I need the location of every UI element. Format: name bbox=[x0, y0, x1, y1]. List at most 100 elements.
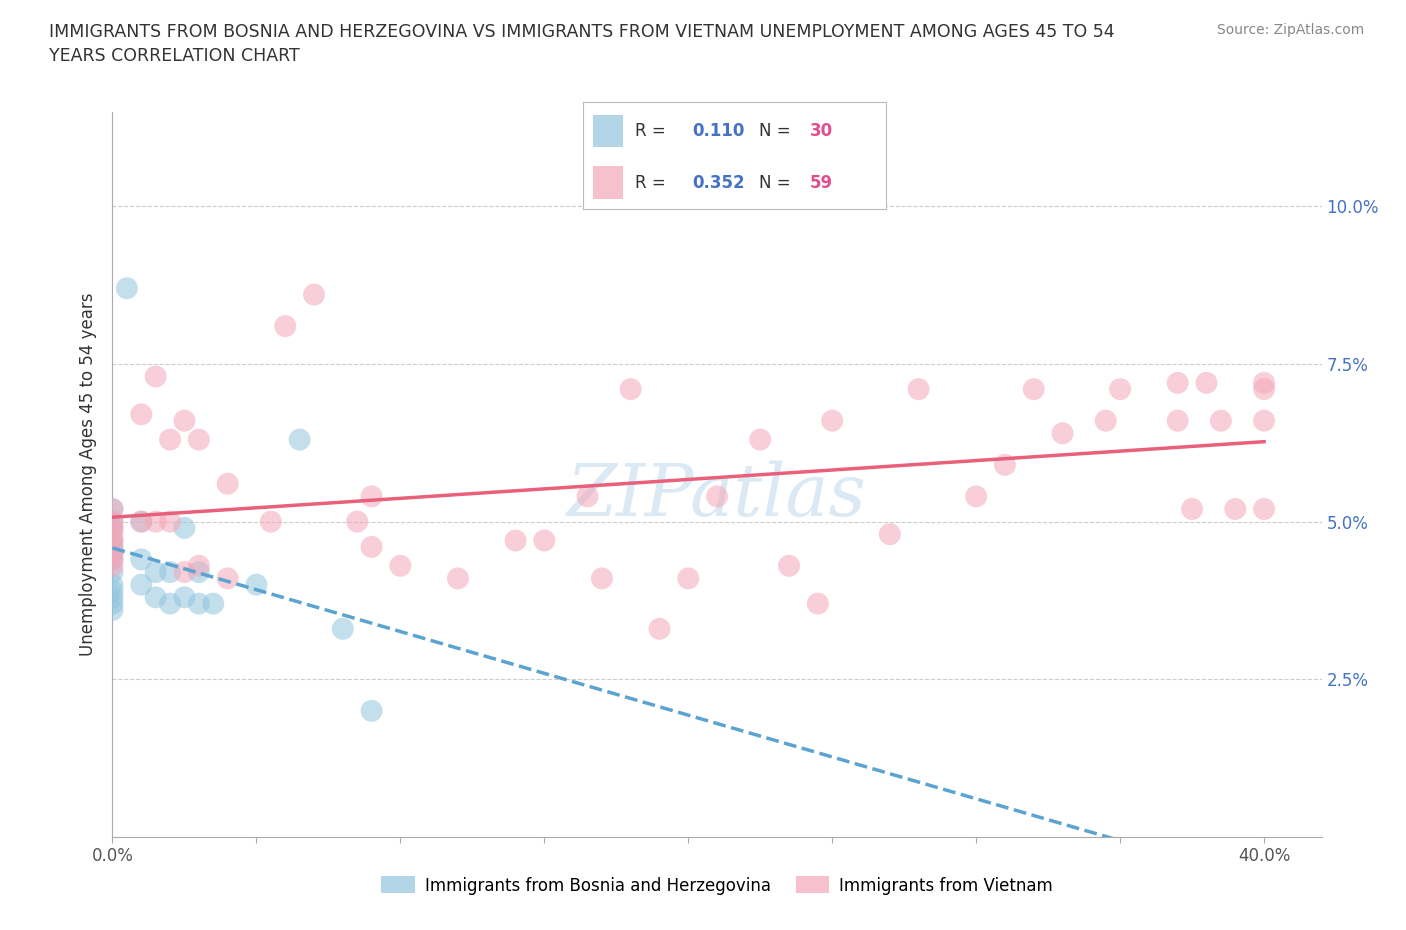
Point bbox=[129, 514, 152, 529]
Point bbox=[821, 413, 844, 428]
Point bbox=[159, 432, 181, 447]
Point bbox=[101, 501, 124, 516]
Text: R =: R = bbox=[636, 174, 665, 192]
Point bbox=[101, 596, 124, 611]
Point bbox=[173, 565, 195, 579]
Point bbox=[1253, 413, 1275, 428]
Point bbox=[1225, 501, 1247, 516]
Point bbox=[1094, 413, 1116, 428]
Point bbox=[1167, 376, 1189, 391]
Text: N =: N = bbox=[759, 174, 790, 192]
Point bbox=[505, 533, 527, 548]
Point bbox=[217, 476, 239, 491]
Point bbox=[101, 583, 124, 598]
Point bbox=[129, 514, 152, 529]
Point bbox=[389, 558, 412, 573]
Point bbox=[217, 571, 239, 586]
Point bbox=[1167, 413, 1189, 428]
Point bbox=[576, 489, 599, 504]
Point bbox=[260, 514, 283, 529]
Text: R =: R = bbox=[636, 122, 665, 140]
Point bbox=[533, 533, 555, 548]
Point bbox=[101, 603, 124, 618]
Point bbox=[332, 621, 354, 636]
Point bbox=[1181, 501, 1204, 516]
Point bbox=[101, 558, 124, 573]
Point bbox=[994, 458, 1017, 472]
Point bbox=[101, 539, 124, 554]
Point bbox=[145, 565, 167, 579]
Text: 59: 59 bbox=[810, 174, 834, 192]
Point bbox=[159, 596, 181, 611]
Point bbox=[145, 514, 167, 529]
Point bbox=[1209, 413, 1232, 428]
Point bbox=[101, 514, 124, 529]
Point bbox=[129, 578, 152, 592]
Point bbox=[187, 565, 209, 579]
Point bbox=[360, 539, 382, 554]
Point bbox=[447, 571, 470, 586]
Point bbox=[101, 533, 124, 548]
Point bbox=[202, 596, 225, 611]
Point bbox=[101, 521, 124, 536]
Point bbox=[1109, 381, 1132, 396]
Point bbox=[173, 590, 195, 604]
Point bbox=[173, 521, 195, 536]
Point bbox=[1253, 501, 1275, 516]
Point bbox=[1195, 376, 1218, 391]
Point bbox=[1253, 376, 1275, 391]
Point bbox=[101, 501, 124, 516]
Point bbox=[346, 514, 368, 529]
Point bbox=[101, 565, 124, 579]
Point bbox=[101, 533, 124, 548]
Point bbox=[187, 432, 209, 447]
Point bbox=[101, 526, 124, 541]
Text: 0.110: 0.110 bbox=[692, 122, 745, 140]
Point bbox=[360, 703, 382, 718]
Point bbox=[173, 413, 195, 428]
Point bbox=[187, 558, 209, 573]
Point bbox=[678, 571, 700, 586]
Point bbox=[620, 381, 643, 396]
Text: N =: N = bbox=[759, 122, 790, 140]
Point bbox=[145, 369, 167, 384]
Point bbox=[1052, 426, 1074, 441]
Point bbox=[274, 319, 297, 334]
Point bbox=[115, 281, 138, 296]
Text: 0.352: 0.352 bbox=[692, 174, 745, 192]
Point bbox=[749, 432, 772, 447]
Point bbox=[101, 539, 124, 554]
Bar bbox=[592, 115, 623, 147]
Point bbox=[101, 546, 124, 561]
Point bbox=[648, 621, 671, 636]
Text: Source: ZipAtlas.com: Source: ZipAtlas.com bbox=[1216, 23, 1364, 37]
Point bbox=[591, 571, 613, 586]
Point bbox=[778, 558, 800, 573]
Point bbox=[101, 552, 124, 567]
Point bbox=[187, 596, 209, 611]
Point bbox=[101, 546, 124, 561]
Point bbox=[879, 526, 901, 541]
Point bbox=[101, 514, 124, 529]
Point bbox=[706, 489, 728, 504]
Y-axis label: Unemployment Among Ages 45 to 54 years: Unemployment Among Ages 45 to 54 years bbox=[79, 293, 97, 656]
Point bbox=[245, 578, 267, 592]
Point bbox=[360, 489, 382, 504]
Point bbox=[129, 407, 152, 422]
Point bbox=[1253, 381, 1275, 396]
Point bbox=[101, 521, 124, 536]
Legend: Immigrants from Bosnia and Herzegovina, Immigrants from Vietnam: Immigrants from Bosnia and Herzegovina, … bbox=[374, 870, 1060, 901]
Point bbox=[145, 590, 167, 604]
Point bbox=[965, 489, 987, 504]
Text: ZIPatlas: ZIPatlas bbox=[567, 460, 868, 531]
Bar bbox=[592, 166, 623, 199]
Point bbox=[907, 381, 929, 396]
Text: 30: 30 bbox=[810, 122, 834, 140]
Point bbox=[288, 432, 311, 447]
Point bbox=[101, 578, 124, 592]
Point bbox=[159, 565, 181, 579]
Text: IMMIGRANTS FROM BOSNIA AND HERZEGOVINA VS IMMIGRANTS FROM VIETNAM UNEMPLOYMENT A: IMMIGRANTS FROM BOSNIA AND HERZEGOVINA V… bbox=[49, 23, 1115, 65]
Point bbox=[807, 596, 830, 611]
Point bbox=[101, 552, 124, 567]
Point bbox=[101, 590, 124, 604]
